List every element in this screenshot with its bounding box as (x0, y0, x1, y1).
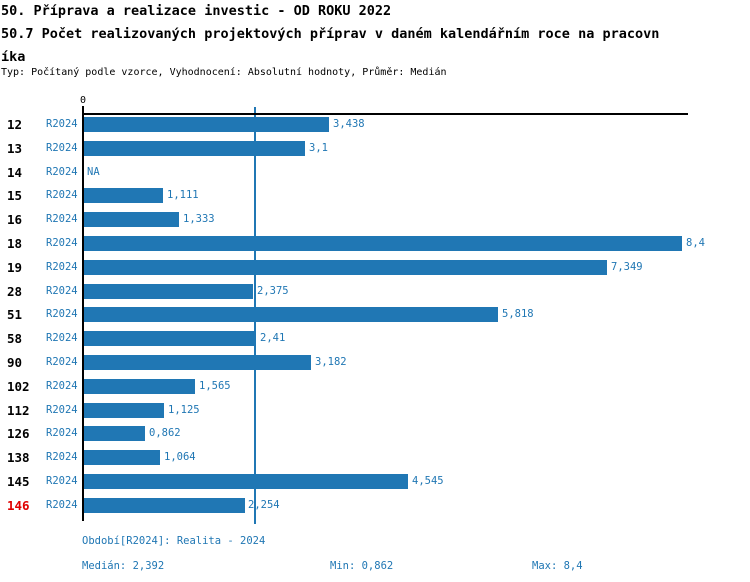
bar (84, 450, 160, 465)
bar (84, 212, 179, 227)
row-id-label: 146 (7, 498, 30, 513)
bar (84, 403, 165, 418)
row-id-label: 145 (7, 474, 30, 489)
row-id-label: 90 (7, 355, 23, 370)
row-id-label: 14 (7, 165, 23, 180)
bar-value-label: 1,111 (167, 189, 199, 201)
row-id-label: 126 (7, 426, 30, 441)
row-period-label: R2024 (46, 332, 78, 344)
row-id-label: 51 (7, 307, 23, 322)
bar-value-label: 1,565 (199, 380, 231, 392)
footer-min-stat: Min: 0,862 (330, 560, 394, 572)
x-axis-zero-tick-label: 0 (79, 95, 87, 106)
y-axis-line (82, 106, 84, 521)
row-period-label: R2024 (46, 499, 78, 511)
row-period-label: R2024 (46, 451, 78, 463)
bar-value-label: 5,818 (502, 308, 534, 320)
row-id-label: 18 (7, 236, 23, 251)
bar (84, 188, 164, 203)
footer-period-info: Období[R2024]: Realita - 2024 (82, 535, 266, 547)
row-id-label: 138 (7, 450, 30, 465)
page-title-line1: 50. Příprava a realizace investic - OD R… (1, 3, 392, 19)
bar (84, 260, 608, 275)
row-period-label: R2024 (46, 308, 78, 320)
row-period-label: R2024 (46, 285, 78, 297)
bar-value-label: 1,064 (164, 451, 196, 463)
row-period-label: R2024 (46, 475, 78, 487)
row-id-label: 15 (7, 188, 23, 203)
row-id-label: 19 (7, 260, 23, 275)
row-period-label: R2024 (46, 213, 78, 225)
row-period-label: R2024 (46, 404, 78, 416)
row-id-label: 102 (7, 379, 30, 394)
bar-value-label: 2,254 (248, 499, 280, 511)
bar (84, 474, 408, 489)
bar-value-label: 2,375 (257, 285, 289, 297)
row-id-label: 112 (7, 403, 30, 418)
bar-value-label: NA (87, 166, 100, 178)
row-period-label: R2024 (46, 142, 78, 154)
bar-value-label: 3,182 (315, 356, 347, 368)
bar (84, 307, 499, 322)
bar-value-label: 4,545 (412, 475, 444, 487)
bar (84, 426, 146, 441)
chart-subtitle: Typ: Počítaný podle vzorce, Vyhodnocení:… (1, 67, 447, 78)
bar (84, 331, 256, 346)
x-axis-line (82, 113, 688, 115)
bar (84, 141, 305, 156)
row-id-label: 13 (7, 141, 23, 156)
bar (84, 117, 329, 132)
footer-median-stat: Medián: 2,392 (82, 560, 165, 572)
bar-value-label: 7,349 (611, 261, 643, 273)
row-id-label: 28 (7, 284, 23, 299)
row-period-label: R2024 (46, 166, 78, 178)
bar-value-label: 1,125 (168, 404, 200, 416)
bar (84, 379, 196, 394)
row-id-label: 58 (7, 331, 23, 346)
row-id-label: 16 (7, 212, 23, 227)
footer-max-stat: Max: 8,4 (532, 560, 583, 572)
bar-value-label: 3,438 (333, 118, 365, 130)
row-period-label: R2024 (46, 189, 78, 201)
bar-value-label: 3,1 (309, 142, 328, 154)
bar (84, 236, 683, 251)
bar-value-label: 2,41 (260, 332, 286, 344)
row-period-label: R2024 (46, 237, 78, 249)
row-period-label: R2024 (46, 427, 78, 439)
bar (84, 355, 311, 370)
row-period-label: R2024 (46, 356, 78, 368)
bar-value-label: 0,862 (149, 427, 181, 439)
bar-value-label: 8,4 (686, 237, 705, 249)
page-title-line2: 50.7 Počet realizovaných projektových př… (1, 26, 660, 42)
row-period-label: R2024 (46, 380, 78, 392)
row-period-label: R2024 (46, 118, 78, 130)
page-title-line3: íka (1, 49, 26, 65)
bar (84, 284, 254, 299)
bar (84, 498, 245, 513)
row-period-label: R2024 (46, 261, 78, 273)
row-id-label: 12 (7, 117, 23, 132)
bar-value-label: 1,333 (183, 213, 215, 225)
